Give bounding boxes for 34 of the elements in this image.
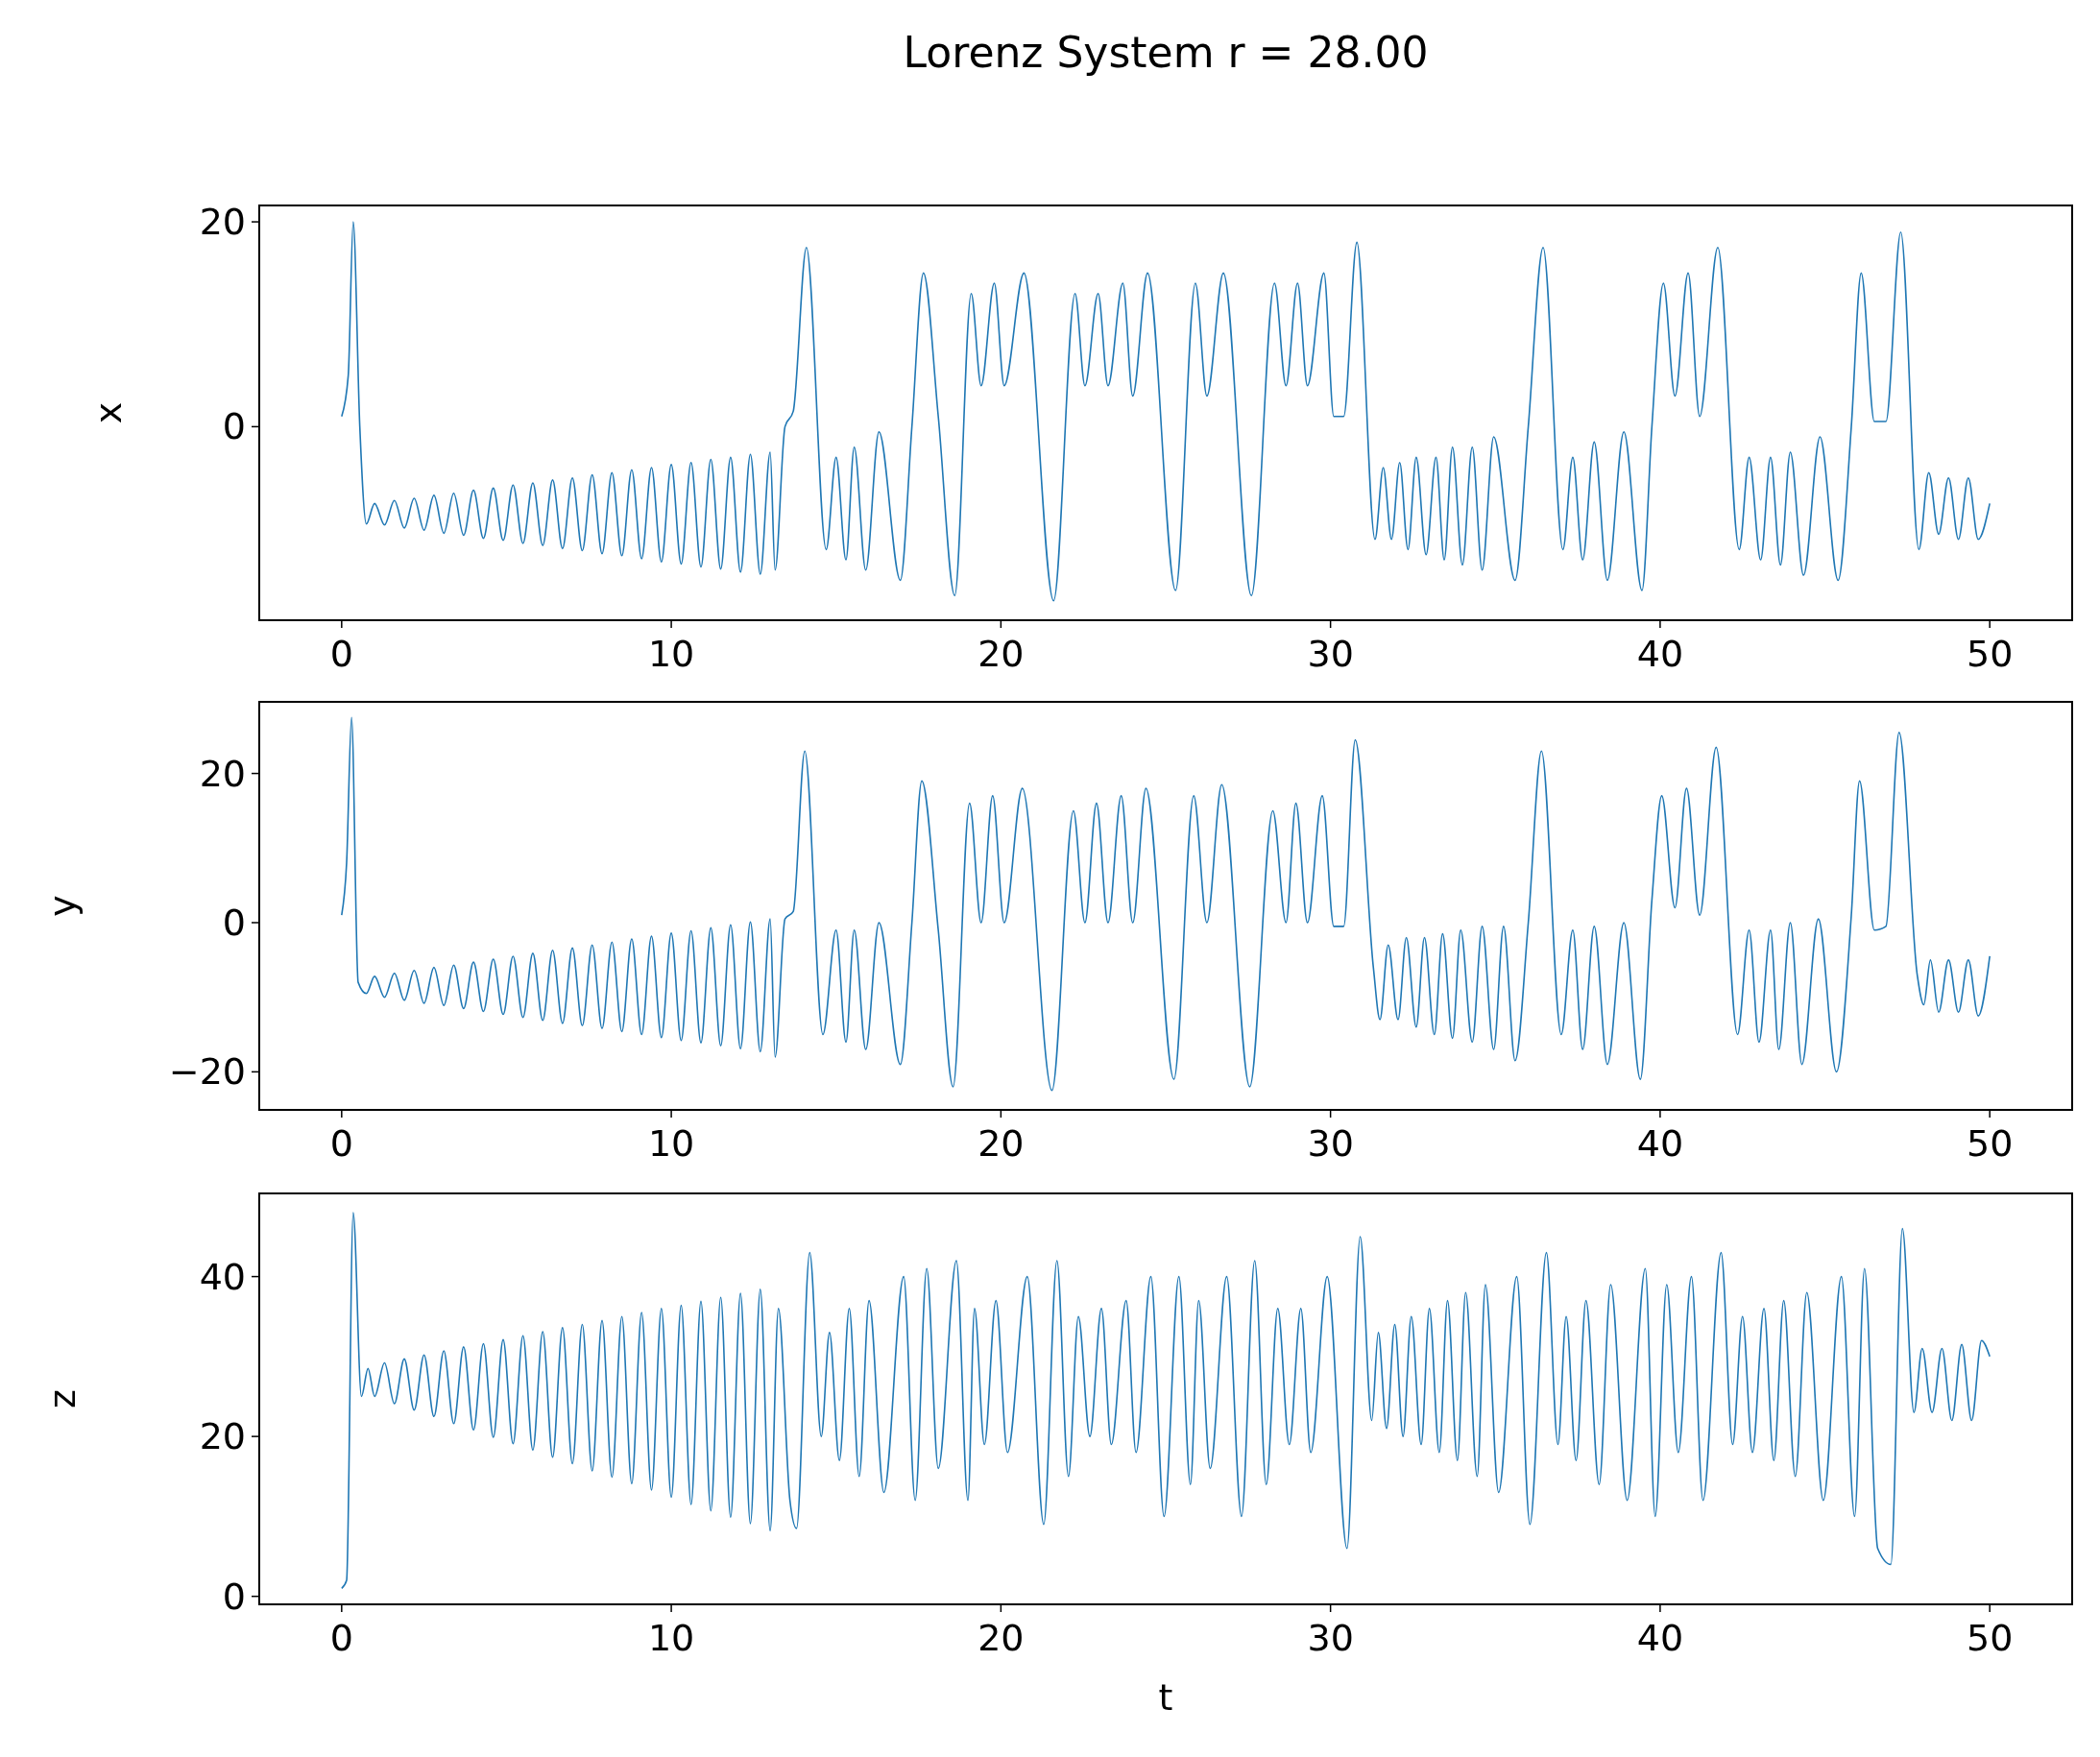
line-series: [341, 1212, 1991, 1590]
x-tick-label: 50: [1967, 1617, 2014, 1659]
x-tick-label: 0: [329, 1122, 353, 1165]
x-tick-label: 30: [1307, 633, 1354, 675]
x-tick-label: 20: [978, 1617, 1025, 1659]
y-axis-title: x: [87, 401, 130, 424]
y-tick-label: 20: [199, 1415, 246, 1458]
y-tick-label: 0: [222, 1575, 246, 1618]
y-tick-label: 20: [199, 752, 246, 795]
x-tick-label: 40: [1636, 1617, 1684, 1659]
x-tick-label: 50: [1967, 633, 2014, 675]
line-series: [341, 221, 1991, 602]
y-tick-label: 0: [222, 901, 246, 944]
x-tick-label: 10: [647, 633, 695, 675]
x-tick-label: 20: [978, 633, 1025, 675]
x-tick-label: 10: [647, 1617, 695, 1659]
line-series: [341, 716, 1991, 1092]
x-tick-label: 10: [647, 1122, 695, 1165]
x-tick-label: 40: [1636, 633, 1684, 675]
y-tick-label: −20: [168, 1050, 246, 1094]
x-tick-label: 50: [1967, 1122, 2014, 1165]
x-tick-label: 20: [978, 1122, 1025, 1165]
y-axis-title: y: [41, 895, 84, 917]
x-tick-label: 30: [1307, 1617, 1354, 1659]
y-tick-label: 20: [199, 201, 246, 244]
chart-title: Lorenz System r = 28.00: [903, 28, 1429, 77]
x-tick-label: 0: [329, 1617, 353, 1659]
x-axis-title: t: [1158, 1676, 1173, 1719]
x-tick-label: 0: [329, 633, 353, 675]
x-tick-label: 40: [1636, 1122, 1684, 1165]
y-tick-label: 40: [199, 1255, 246, 1298]
y-tick-label: 0: [222, 405, 246, 448]
y-axis-title: z: [41, 1389, 84, 1408]
x-tick-label: 30: [1307, 1122, 1354, 1165]
